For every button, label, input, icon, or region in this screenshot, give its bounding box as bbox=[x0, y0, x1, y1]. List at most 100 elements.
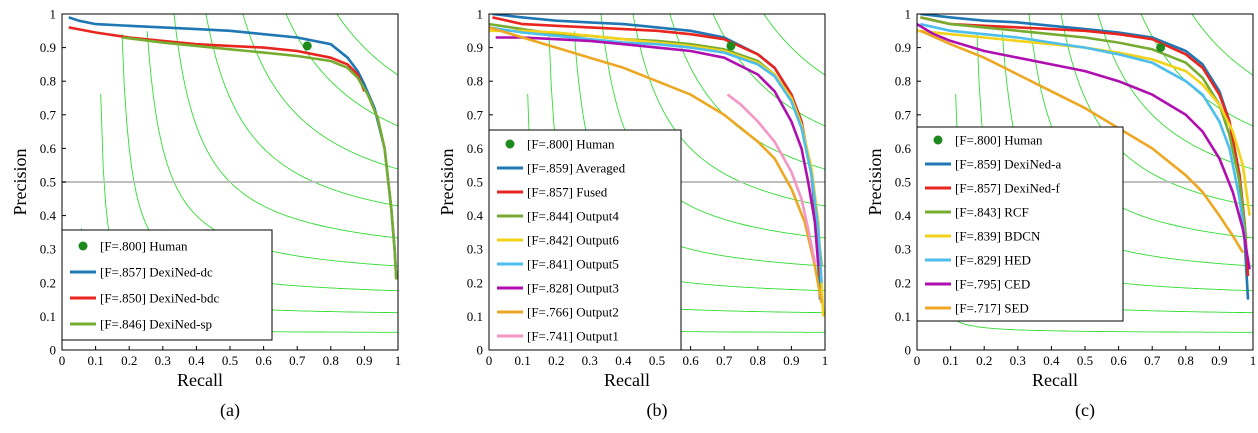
y-tick-label: 1 bbox=[477, 7, 484, 22]
y-tick-label: 1 bbox=[905, 7, 912, 22]
x-tick-label: 0.7 bbox=[289, 353, 306, 368]
iso-f-curve bbox=[936, 228, 1253, 333]
legend-entry: [F=.829] HED bbox=[955, 253, 1031, 268]
series-line bbox=[917, 29, 1251, 216]
panel-caption: (c) bbox=[1075, 400, 1095, 421]
y-tick-label: 1 bbox=[50, 7, 57, 22]
human-point bbox=[726, 41, 736, 51]
legend: [F=.800] Human [F=.857] DexiNed-dc [F=.850… bbox=[61, 229, 273, 341]
series-line bbox=[489, 26, 823, 304]
legend: [F=.800] Human [F=.859] Averaged [F=.857] … bbox=[488, 129, 682, 351]
iso-f-curve bbox=[1097, 14, 1253, 170]
x-axis-label: Recall bbox=[604, 370, 650, 390]
legend-entry: [F=.800] Human bbox=[955, 133, 1043, 148]
legend-entry: [F=.795] CED bbox=[955, 277, 1030, 292]
x-tick-label: 0.8 bbox=[323, 353, 339, 368]
y-tick-label: 0.8 bbox=[895, 74, 911, 89]
x-tick-label: 0.3 bbox=[582, 353, 598, 368]
x-tick-label: 0 bbox=[59, 353, 66, 368]
legend-entry: [F=.850] DexiNed-bdc bbox=[100, 291, 219, 306]
x-tick-label: 0.7 bbox=[716, 353, 733, 368]
legend-entry: [F=.741] Output1 bbox=[527, 329, 619, 344]
panel-caption: (b) bbox=[647, 400, 668, 421]
legend-entry: [F=.766] Output2 bbox=[527, 305, 619, 320]
iso-f-curve bbox=[336, 14, 398, 76]
legend-box bbox=[916, 126, 1124, 322]
legend-entry: [F=.800] Human bbox=[527, 137, 615, 152]
y-axis-label: Precision bbox=[10, 149, 30, 216]
x-tick-label: 0.5 bbox=[649, 353, 665, 368]
y-tick-label: 0.5 bbox=[467, 175, 483, 190]
panel-caption: (a) bbox=[220, 400, 240, 421]
y-tick-label: 0.8 bbox=[40, 74, 56, 89]
ticks: 0 0.1 0.2 0.3 0.4 0.5 0.6 0.7 0.8 0.9 1 0 0.1 0.2 0.3 0… bbox=[40, 7, 402, 369]
human-point bbox=[302, 41, 312, 51]
x-tick-label: 0 bbox=[486, 353, 493, 368]
y-tick-label: 0.5 bbox=[40, 175, 56, 190]
y-tick-label: 0 bbox=[50, 343, 57, 358]
x-tick-label: 0.2 bbox=[121, 353, 137, 368]
series-line bbox=[917, 22, 1251, 270]
ticks: 0 0.1 0.2 0.3 0.4 0.5 0.6 0.7 0.8 0.9 1 0 0.1 0.2 0.3 0… bbox=[895, 7, 1257, 369]
x-tick-label: 0 bbox=[914, 353, 921, 368]
chart-panel-2: 0 0.1 0.2 0.3 0.4 0.5 0.6 0.7 0.8 0.9 1 0 0.1 0.2 0.3 0… bbox=[437, 7, 829, 422]
iso-f-curve bbox=[1191, 14, 1253, 76]
y-tick-label: 0.9 bbox=[40, 40, 56, 55]
legend-entry: [F=.846] DexiNed-sp bbox=[100, 317, 212, 332]
legend-entry: [F=.857] DexiNed-f bbox=[955, 181, 1060, 196]
plot-area bbox=[62, 14, 398, 333]
y-tick-label: 0.4 bbox=[467, 208, 484, 223]
y-tick-label: 0.4 bbox=[895, 208, 912, 223]
series-line bbox=[920, 22, 1248, 250]
x-tick-label: 0.6 bbox=[255, 353, 272, 368]
x-tick-label: 1 bbox=[395, 353, 402, 368]
y-tick-label: 0.6 bbox=[40, 141, 57, 156]
y-tick-label: 0.7 bbox=[40, 107, 57, 122]
y-axis-label: Precision bbox=[865, 149, 885, 216]
legend-entry: [F=.841] Output5 bbox=[527, 257, 619, 272]
legend-entry: [F=.717] SED bbox=[955, 301, 1029, 316]
y-tick-label: 0.8 bbox=[467, 74, 483, 89]
x-tick-label: 0.9 bbox=[783, 353, 799, 368]
y-tick-label: 0.7 bbox=[467, 107, 484, 122]
x-tick-label: 0.2 bbox=[548, 353, 564, 368]
iso-f-curve bbox=[146, 31, 398, 267]
x-axis-label: Recall bbox=[177, 370, 223, 390]
legend-entry: [F=.859] Averaged bbox=[527, 161, 626, 176]
x-tick-label: 0.1 bbox=[87, 353, 103, 368]
x-tick-label: 0.1 bbox=[942, 353, 958, 368]
x-tick-label: 0.4 bbox=[188, 353, 205, 368]
x-tick-label: 0.3 bbox=[155, 353, 171, 368]
y-tick-label: 0.2 bbox=[467, 275, 483, 290]
y-tick-label: 0.2 bbox=[40, 275, 56, 290]
human-point bbox=[1156, 43, 1166, 53]
y-tick-label: 0.1 bbox=[467, 309, 483, 324]
x-tick-label: 1 bbox=[822, 353, 829, 368]
legend-entry: [F=.839] BDCN bbox=[955, 229, 1041, 244]
iso-f-curve bbox=[242, 14, 398, 170]
x-tick-label: 0.5 bbox=[1077, 353, 1093, 368]
x-tick-label: 0.6 bbox=[682, 353, 699, 368]
y-tick-label: 0.3 bbox=[40, 242, 56, 257]
y-tick-label: 0 bbox=[905, 343, 912, 358]
x-axis-label: Recall bbox=[1032, 370, 1078, 390]
legend-box bbox=[61, 229, 273, 341]
iso-f-curve bbox=[632, 14, 825, 207]
y-axis-label: Precision bbox=[437, 149, 457, 216]
x-tick-label: 0.1 bbox=[514, 353, 530, 368]
legend-marker-human bbox=[933, 135, 943, 145]
x-tick-label: 0.5 bbox=[222, 353, 238, 368]
x-tick-label: 0.2 bbox=[976, 353, 992, 368]
legend-marker-human bbox=[78, 241, 88, 251]
series-line bbox=[726, 93, 817, 263]
legend-entry: [F=.800] Human bbox=[100, 239, 188, 254]
x-tick-label: 0.4 bbox=[615, 353, 632, 368]
y-tick-label: 0.3 bbox=[467, 242, 483, 257]
iso-f-curve bbox=[205, 14, 398, 207]
legend-marker-human bbox=[505, 139, 515, 149]
legend-entry: [F=.842] Output6 bbox=[527, 233, 619, 248]
y-tick-label: 0.5 bbox=[895, 175, 911, 190]
legend-entry: [F=.843] RCF bbox=[955, 205, 1029, 220]
x-tick-label: 1 bbox=[1250, 353, 1257, 368]
chart-panel-3: 0 0.1 0.2 0.3 0.4 0.5 0.6 0.7 0.8 0.9 1 0 0.1 0.2 0.3 0… bbox=[865, 7, 1257, 422]
